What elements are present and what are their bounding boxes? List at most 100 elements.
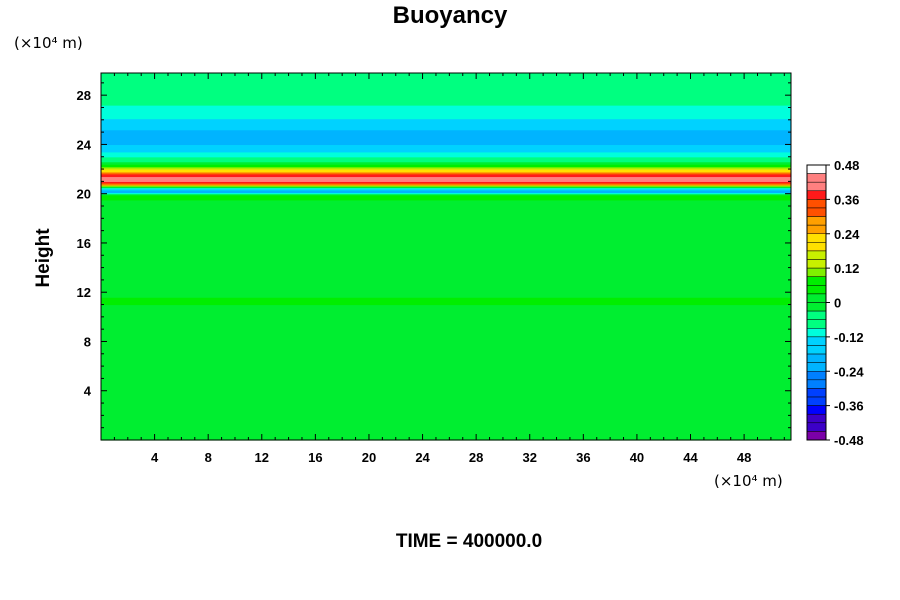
colorbar-swatch <box>806 181 827 192</box>
field-band <box>101 345 791 348</box>
field-band <box>101 295 791 298</box>
field-band <box>101 272 791 275</box>
field-band <box>101 74 791 77</box>
field-band <box>101 185 791 187</box>
field-band <box>101 238 791 240</box>
field-band <box>101 188 791 191</box>
field-band <box>101 150 791 153</box>
field-band <box>101 202 791 205</box>
field-band <box>101 406 791 409</box>
field-band <box>101 302 791 304</box>
x-tick-label: 24 <box>415 450 430 465</box>
colorbar-swatch <box>806 405 827 415</box>
field-band <box>101 284 791 287</box>
field-band <box>101 371 791 373</box>
field-band <box>101 407 791 410</box>
colorbar-swatch <box>806 216 827 226</box>
y-tick-label: 12 <box>77 285 91 300</box>
field-band <box>101 135 791 138</box>
field-band <box>101 341 791 344</box>
colorbar-swatch <box>806 267 827 277</box>
colorbar-swatch <box>806 190 827 200</box>
field-band <box>101 82 791 85</box>
field-band <box>101 339 791 341</box>
field-band <box>101 98 791 101</box>
field-band <box>101 249 791 251</box>
field-band <box>101 107 791 110</box>
x-tick-label: 16 <box>308 450 322 465</box>
field-band <box>101 154 791 157</box>
field-band <box>101 348 791 351</box>
field-band <box>101 367 791 370</box>
field-band <box>101 304 791 307</box>
colorbar-tick-label: 0.24 <box>834 227 860 242</box>
field-band <box>101 411 791 414</box>
colorbar-swatch <box>806 379 827 389</box>
x-tick-label: 36 <box>576 450 590 465</box>
field-band <box>101 364 791 367</box>
field-band <box>101 196 791 198</box>
colorbar-swatch <box>806 285 827 295</box>
field-band <box>101 210 791 213</box>
time-footer: TIME = 400000.0 <box>0 531 900 553</box>
field-band <box>101 176 791 179</box>
field-band <box>101 177 791 180</box>
field-band <box>101 95 791 97</box>
field-band <box>101 201 791 203</box>
field-band <box>101 189 791 192</box>
field-band <box>101 366 791 368</box>
field-band <box>101 265 791 267</box>
field-band <box>101 355 791 357</box>
field-band <box>101 257 791 260</box>
field-band <box>101 155 791 158</box>
field-band <box>101 399 791 402</box>
field-band <box>101 164 791 166</box>
field-band <box>101 351 791 354</box>
field-band <box>101 318 791 320</box>
time-value: 400000.0 <box>462 531 543 552</box>
field-band <box>101 103 791 106</box>
field-band <box>101 395 791 398</box>
field-band <box>101 410 791 413</box>
x-axis-unit: (×10⁴ m) <box>714 472 783 490</box>
field-band <box>101 167 791 170</box>
field-band <box>101 288 791 291</box>
field-band <box>101 144 791 147</box>
field-band <box>101 124 791 127</box>
field-band <box>101 133 791 136</box>
field-band <box>101 430 791 432</box>
field-band <box>101 409 791 412</box>
field-band <box>101 89 791 91</box>
field-band <box>101 347 791 350</box>
field-band <box>101 290 791 293</box>
x-tick-label: 20 <box>362 450 376 465</box>
field-band <box>101 398 791 400</box>
field-band <box>101 139 791 142</box>
field-band <box>101 262 791 265</box>
field-band <box>101 239 791 242</box>
colorbar-swatch <box>806 302 827 312</box>
colorbar-tick-label: -0.24 <box>834 364 864 379</box>
field-band <box>101 435 791 437</box>
field-band <box>101 165 791 168</box>
field-band <box>101 346 791 349</box>
colorbar-swatch <box>806 259 827 269</box>
field-band <box>101 276 791 279</box>
field-band <box>101 80 791 83</box>
field-band <box>101 320 791 323</box>
field-band <box>101 382 791 384</box>
field-band <box>101 116 791 118</box>
colorbar-swatch <box>806 224 827 234</box>
field-band <box>101 400 791 403</box>
field-band <box>101 236 791 239</box>
field-band <box>101 79 791 81</box>
field-band <box>101 299 791 302</box>
field-band <box>101 340 791 343</box>
field-band <box>101 186 791 189</box>
field-band <box>101 240 791 243</box>
field-band <box>101 134 791 137</box>
field-band <box>101 426 791 429</box>
colorbar-swatch <box>806 371 827 381</box>
field-band <box>101 233 791 235</box>
